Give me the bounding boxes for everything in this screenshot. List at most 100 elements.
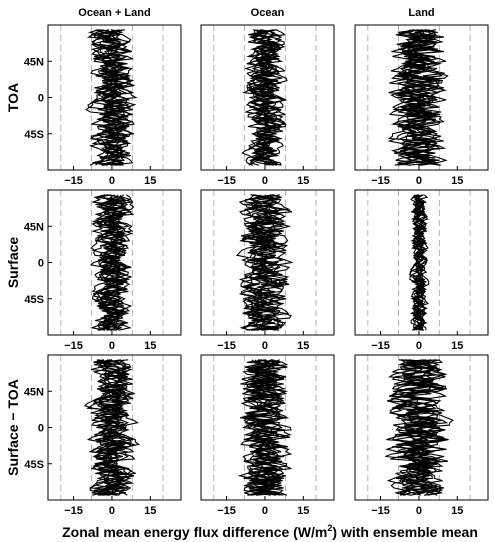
panel-frame — [354, 189, 489, 336]
x-axis-title: Zonal mean energy flux difference (W/m2)… — [62, 523, 478, 540]
series-line-member-11 — [243, 359, 289, 496]
panel-frame — [354, 24, 489, 171]
series-line-member-9 — [244, 194, 285, 331]
panel-surface-land: −15 0 15 — [354, 189, 489, 352]
x-tick-label: 0 — [262, 340, 268, 352]
row-label-surface-toa: Surface − TOA — [5, 379, 21, 476]
series-line-member-6 — [238, 194, 289, 331]
series-line-member-1 — [90, 29, 138, 166]
series-line-member-11 — [83, 359, 132, 496]
series-lines — [409, 194, 430, 331]
y-tick-label: 45S — [24, 129, 44, 141]
series-lines — [241, 29, 288, 166]
series-line-member-11 — [240, 194, 286, 331]
x-tick-label: 15 — [144, 175, 156, 187]
y-tick-label: 45N — [24, 56, 44, 68]
series-lines — [387, 29, 449, 166]
x-tick-label: 15 — [297, 175, 309, 187]
panel-toa-ocean: −15 0 15 — [200, 24, 335, 187]
column-title-land: Land — [408, 7, 434, 19]
panel-frame — [354, 354, 489, 501]
x-tick-label: 0 — [109, 175, 115, 187]
series-line-member-8 — [239, 194, 291, 331]
x-axis-title-tail: ) with ensemble mean — [332, 524, 477, 540]
x-tick-label: −15 — [64, 175, 83, 187]
series-line-member-12 — [90, 359, 136, 496]
series-line-member-8 — [92, 194, 134, 331]
row-label-surface: Surface — [5, 237, 21, 289]
series-lines — [237, 359, 293, 496]
x-tick-label: 15 — [144, 505, 156, 517]
x-tick-label: −15 — [371, 505, 390, 517]
series-line-member-10 — [92, 359, 139, 496]
x-tick-label: 0 — [262, 505, 268, 517]
series-line-member-12 — [247, 29, 286, 166]
y-tick-label: 0 — [38, 423, 44, 435]
x-tick-label: −15 — [371, 340, 390, 352]
row-labels: TOA Surface Surface − TOA — [5, 83, 21, 476]
x-tick-label: 15 — [451, 505, 463, 517]
panel-frame — [200, 189, 335, 336]
x-tick-label: 15 — [451, 175, 463, 187]
series-line-member-9 — [392, 359, 444, 496]
series-line-member-11 — [93, 29, 137, 166]
x-axis-title-superscript: 2 — [327, 523, 332, 533]
series-line-member-12 — [410, 194, 429, 331]
x-tick-label: −15 — [64, 505, 83, 517]
column-titles: Ocean + Land Ocean Land — [78, 7, 434, 19]
panel-toa-land: −15 0 15 — [354, 24, 489, 187]
x-tick-label: −15 — [217, 175, 236, 187]
y-tick-label: 45S — [24, 459, 44, 471]
panel-surface-toa-ocean-land: −15 0 15 45N 0 45S — [24, 354, 182, 517]
x-tick-label: 15 — [144, 340, 156, 352]
x-tick-label: 0 — [416, 505, 422, 517]
series-line-member-12 — [246, 359, 286, 496]
series-lines — [235, 194, 294, 331]
series-line-member-5 — [235, 194, 280, 331]
x-tick-label: 0 — [416, 340, 422, 352]
series-line-member-12 — [246, 194, 293, 331]
y-tick-label: 0 — [38, 258, 44, 270]
x-tick-label: 0 — [109, 505, 115, 517]
panel-frame — [200, 24, 335, 171]
series-line-member-12 — [387, 359, 447, 496]
y-tick-label: 45S — [24, 294, 44, 306]
panel-surface-toa-land: −15 0 15 — [354, 354, 489, 517]
x-tick-label: −15 — [64, 340, 83, 352]
series-line-member-11 — [243, 29, 283, 166]
series-line-member-12 — [89, 194, 132, 331]
panel-surface-toa-ocean: −15 0 15 — [200, 354, 335, 517]
series-line-member-10 — [393, 359, 443, 496]
x-tick-label: 0 — [262, 175, 268, 187]
x-tick-label: 15 — [297, 340, 309, 352]
series-line-member-12 — [91, 29, 133, 166]
series-lines — [384, 359, 455, 496]
y-tick-label: 45N — [24, 386, 44, 398]
series-line-member-9 — [388, 29, 445, 166]
panel-surface-ocean: −15 0 15 — [200, 189, 335, 352]
x-tick-label: −15 — [371, 175, 390, 187]
series-line-member-8 — [87, 29, 130, 166]
x-tick-label: 15 — [297, 505, 309, 517]
x-tick-label: 0 — [109, 340, 115, 352]
series-line-member-9 — [240, 359, 293, 496]
panel-surface-ocean-land: −15 0 15 45N 0 45S — [24, 189, 182, 352]
x-tick-label: 15 — [451, 340, 463, 352]
column-title-ocean-land: Ocean + Land — [78, 7, 150, 19]
series-lines — [83, 359, 141, 496]
row-label-toa: TOA — [5, 83, 21, 112]
x-tick-label: 0 — [416, 175, 422, 187]
column-title-ocean: Ocean — [251, 7, 285, 19]
panel-toa-ocean-land: −15 0 15 45N 0 45S — [24, 24, 182, 187]
x-tick-label: −15 — [217, 340, 236, 352]
series-lines — [89, 194, 135, 331]
y-tick-label: 45N — [24, 221, 44, 233]
series-lines — [85, 29, 138, 166]
y-tick-label: 0 — [38, 93, 44, 105]
x-tick-label: −15 — [217, 505, 236, 517]
series-line-member-12 — [390, 29, 447, 166]
series-line-member-10 — [410, 194, 428, 331]
x-axis-title-main: Zonal mean energy flux difference (W/m — [62, 524, 327, 540]
